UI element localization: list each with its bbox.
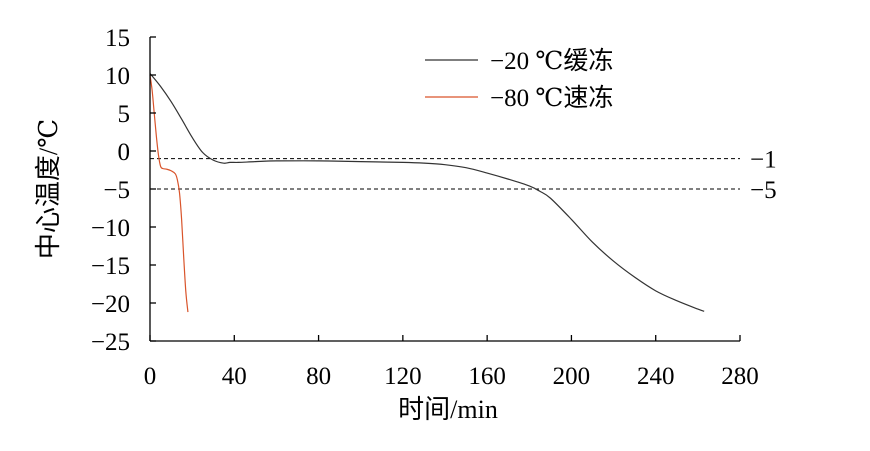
y-tick-label: −15	[91, 253, 130, 280]
y-tick-label: −25	[91, 329, 130, 356]
reference-line-label: −1	[750, 147, 777, 174]
y-axis-label: 中心温度/℃	[34, 119, 63, 259]
y-tick-label: 15	[105, 25, 130, 52]
x-tick-label: 40	[222, 363, 247, 390]
legend: −20 ℃缓冻 −80 ℃速冻	[425, 47, 613, 112]
x-axis-label: 时间/min	[398, 395, 498, 424]
x-tick-label: 280	[721, 363, 759, 390]
x-tick-label: 240	[637, 363, 675, 390]
y-tick-label: −5	[103, 177, 130, 204]
x-tick-label: 120	[384, 363, 422, 390]
x-tick-label: 80	[306, 363, 331, 390]
x-tick-label: 0	[144, 363, 157, 390]
series-lines	[149, 73, 705, 313]
x-tick-label: 200	[553, 363, 591, 390]
y-axis-ticks: 15 10 5 0 −5 −10 −15 −20 −25	[91, 25, 156, 356]
y-tick-label: 5	[118, 101, 131, 128]
reference-lines	[150, 158, 740, 190]
series-line-1	[149, 74, 189, 313]
reference-line-labels: −1−5	[750, 147, 777, 204]
reference-line-label: −5	[750, 177, 777, 204]
y-tick-label: 0	[118, 139, 131, 166]
legend-label: −20 ℃缓冻	[490, 47, 613, 75]
x-tick-label: 160	[468, 363, 506, 390]
y-tick-label: −10	[91, 215, 130, 242]
y-tick-label: 10	[105, 63, 130, 90]
plot-area: 15 10 5 0 −5 −10 −15 −20 −25 0 40 80 120 160 200 240 28…	[91, 25, 777, 390]
legend-label: −80 ℃速冻	[490, 84, 613, 112]
series-line-0	[149, 73, 705, 312]
y-tick-label: −20	[91, 291, 130, 318]
x-axis-ticks: 0 40 80 120 160 200 240 280	[144, 335, 759, 390]
